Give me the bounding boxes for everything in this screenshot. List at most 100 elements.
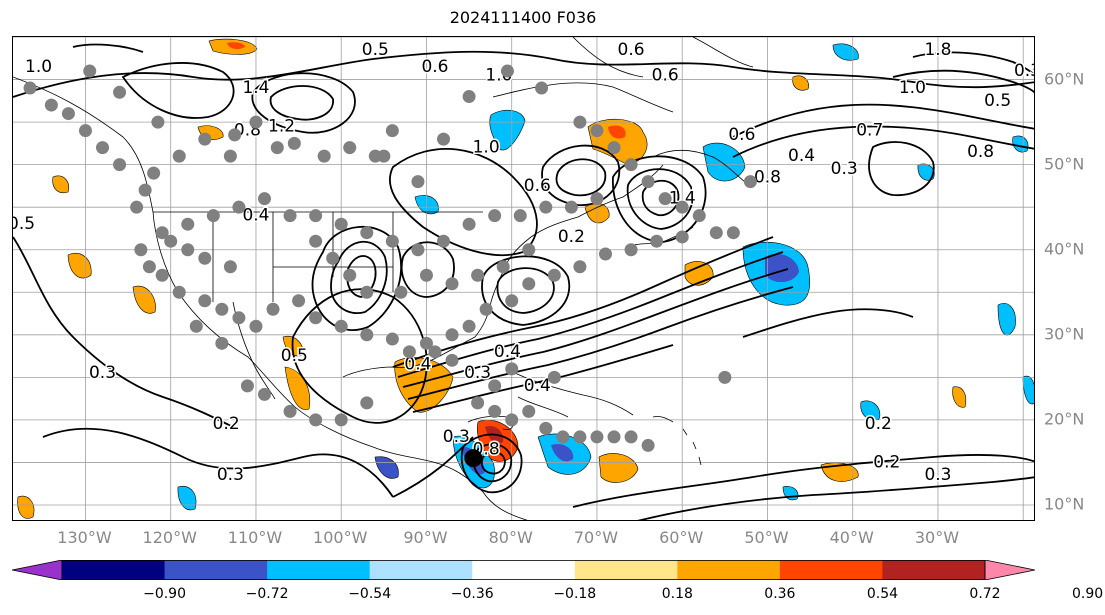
observation-dot (142, 260, 156, 274)
colorbar-tick-label: −0.54 (348, 586, 392, 602)
observation-dot (692, 209, 706, 223)
contour-label: 0.2 (213, 414, 240, 434)
observation-dot (181, 243, 195, 257)
longitude-label: 80°W (488, 528, 533, 547)
observation-dots (23, 64, 757, 452)
contour-label: 0.3 (1014, 61, 1035, 81)
observation-dot (590, 124, 604, 138)
observation-dot (151, 115, 165, 129)
observation-dot (496, 260, 510, 274)
contour-label: 0.2 (865, 414, 892, 434)
observation-dot (326, 251, 340, 265)
longitude-label: 110°W (227, 528, 283, 547)
observation-dot (249, 115, 263, 129)
observation-dot (232, 200, 246, 214)
contour-label: 0.3 (89, 363, 116, 383)
colorbar-tick-label: 0.54 (866, 586, 899, 602)
observation-dot (471, 268, 485, 282)
observation-dot (270, 141, 284, 155)
observation-dot (488, 404, 502, 418)
observation-dot (232, 311, 246, 325)
colorbar-outline (61, 560, 986, 580)
colorbar-segment (472, 560, 576, 580)
contour-label: 1.4 (669, 189, 696, 209)
observation-dot (138, 183, 152, 197)
observation-dot (96, 141, 110, 155)
contour-label: 0.6 (652, 65, 679, 85)
observation-dot (419, 268, 433, 282)
latitude-label: 20°N (1044, 409, 1085, 429)
observation-dot (189, 319, 203, 333)
colorbar-segment (574, 560, 678, 580)
observation-dot (522, 404, 536, 418)
contour-label: 0.5 (984, 91, 1011, 111)
observation-dot (240, 379, 254, 393)
observation-dot (462, 217, 476, 231)
coastlines (13, 37, 754, 520)
longitude-label: 40°W (829, 528, 874, 547)
observation-dot (215, 302, 229, 316)
map-canvas: 1.00.50.6 1.00.60.61.41.20.81.00.60.40.30… (13, 37, 1035, 520)
observation-dot (607, 430, 621, 444)
map-panel: 1.0 0.5 0.6 1.0 0.6 0.6 1.4 1.2 0.8 1.0 0.6 0.4 0.3 0… (12, 36, 1035, 521)
contour-label: 0.4 (788, 146, 815, 166)
observation-dot (445, 328, 459, 342)
observation-dot (641, 175, 655, 189)
cyclone-center-marker (464, 449, 483, 468)
contour-label: 0.6 (421, 57, 448, 77)
observation-dot (343, 268, 357, 282)
observation-dot (309, 413, 323, 427)
longitude-label: 70°W (573, 528, 619, 547)
observation-dot (385, 234, 399, 248)
observation-dot (377, 149, 391, 163)
observation-dot (462, 90, 476, 104)
observation-dot (283, 209, 297, 223)
observation-dot (223, 149, 237, 163)
contour-label: 0.6 (618, 40, 645, 60)
observation-dot (228, 128, 242, 142)
observation-dot (23, 81, 37, 95)
observation-dot (411, 243, 425, 257)
observation-dot (164, 234, 178, 248)
contour-label: 1.4 (242, 78, 269, 98)
colorbar-tick-label: −0.36 (450, 586, 494, 602)
longitude-label: 50°W (744, 528, 789, 547)
observation-dot (624, 430, 638, 444)
observation-dot (249, 319, 263, 333)
observation-dot (113, 158, 127, 172)
observation-dot (505, 413, 519, 427)
observation-dot (539, 421, 553, 435)
contour-label: 1.0 (473, 138, 500, 158)
observation-dot (257, 192, 271, 206)
observation-dot (360, 285, 374, 299)
colorbar-segment (677, 560, 781, 580)
colorbar-segment (62, 560, 166, 580)
observation-dot (257, 387, 271, 401)
observation-dot (726, 226, 740, 240)
colorbar-tick-label: 0.90 (1071, 586, 1104, 602)
observation-dot (419, 336, 433, 350)
observation-dot (471, 396, 485, 410)
contour-label: 1.2 (268, 116, 295, 136)
observation-dot (535, 81, 549, 95)
observation-dot (360, 396, 374, 410)
observation-dot (513, 209, 527, 223)
observation-dot (445, 353, 459, 367)
observation-dot (334, 413, 348, 427)
observation-dot (573, 430, 587, 444)
observation-dot (215, 336, 229, 350)
observation-dot (488, 209, 502, 223)
contour-label: 0.3 (831, 159, 858, 179)
observation-dot (147, 166, 161, 180)
longitude-label: 30°W (914, 528, 960, 547)
contour-label: 0.6 (524, 176, 551, 196)
observation-dot (78, 124, 92, 138)
observation-dot (462, 319, 476, 333)
observation-dot (564, 200, 578, 214)
contour-label: 0.4 (494, 342, 521, 362)
contour-label: 0.3 (924, 465, 951, 485)
contour-label: 0.5 (281, 346, 308, 366)
contour-label: 0.5 (13, 214, 35, 234)
observation-dot (624, 243, 638, 257)
observation-dot (488, 379, 502, 393)
